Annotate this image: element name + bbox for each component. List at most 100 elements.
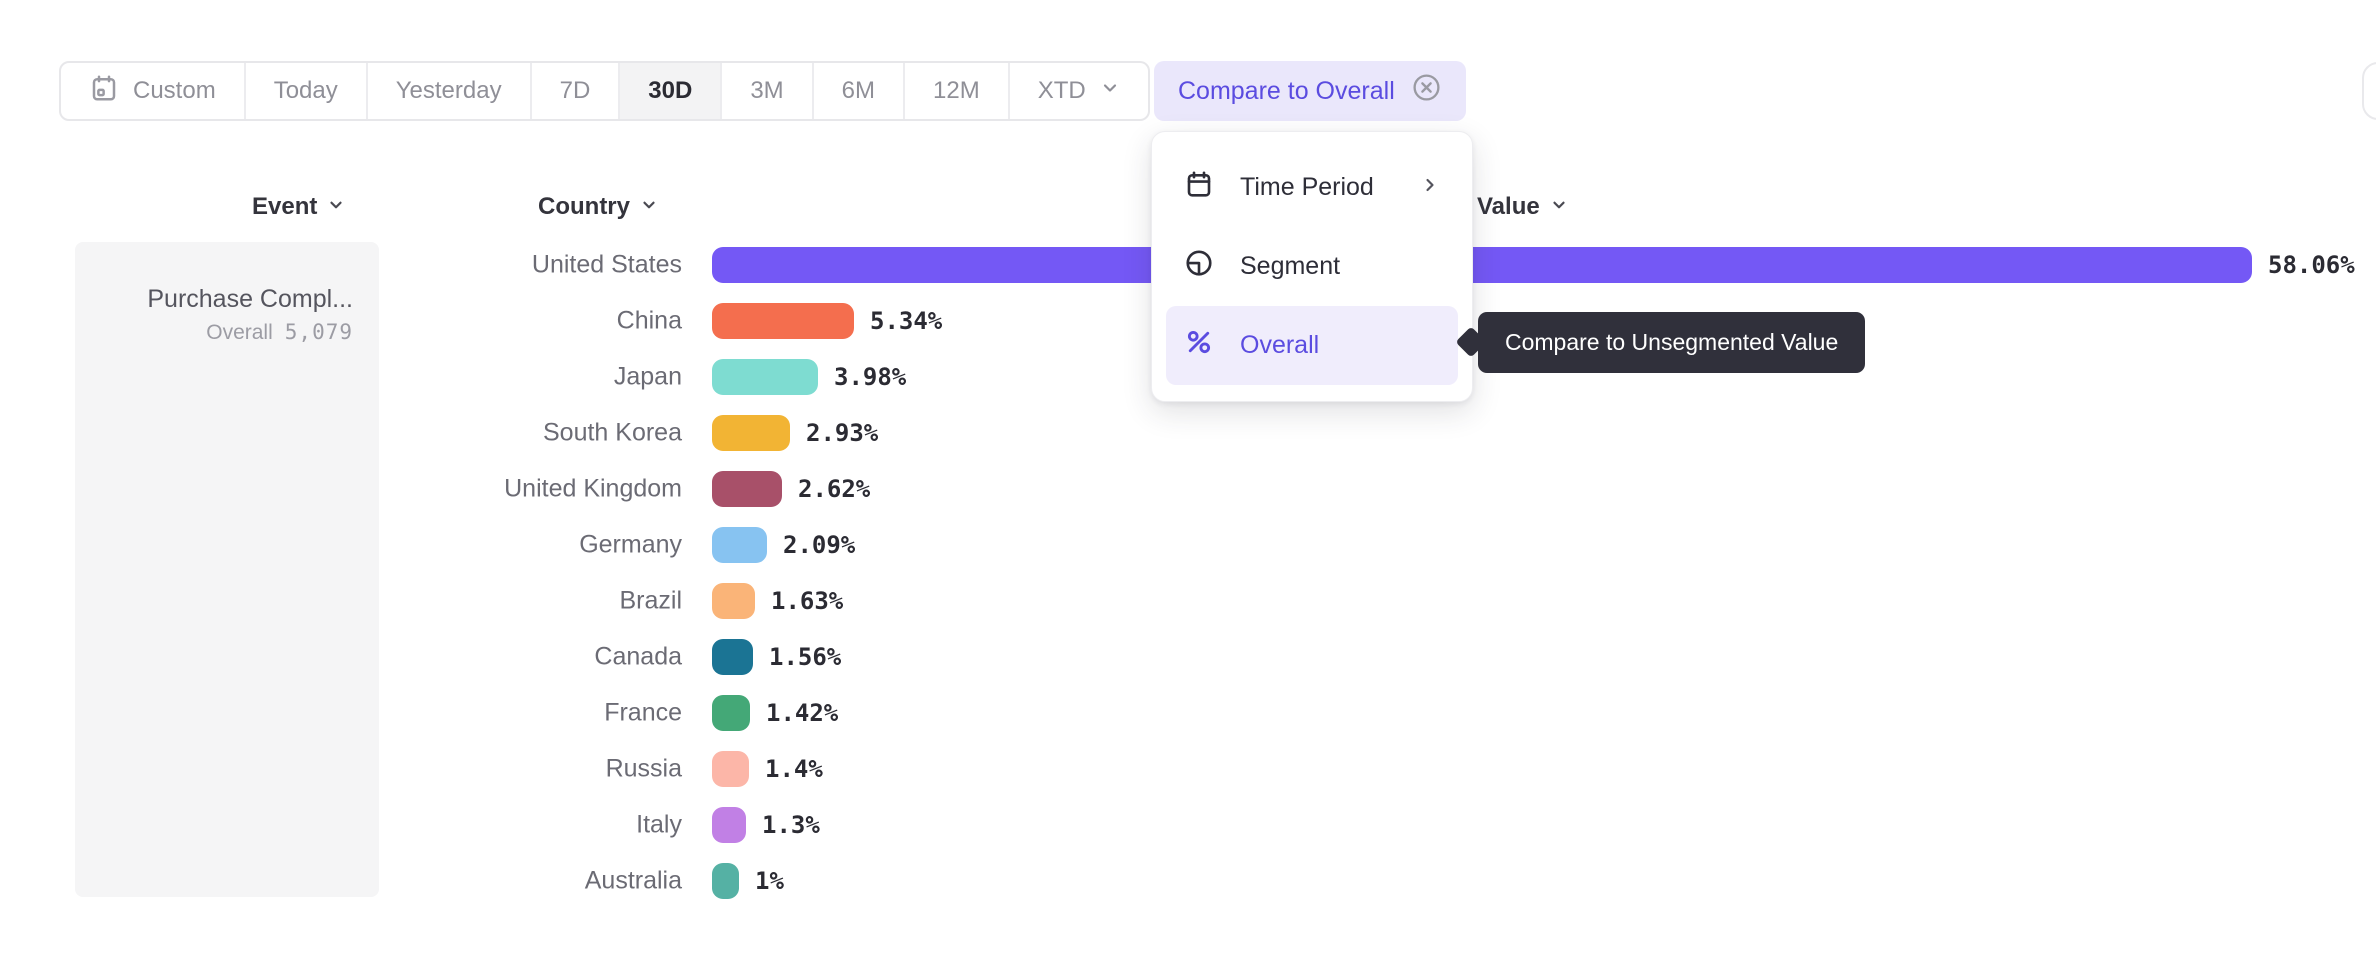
button-label: Yesterday <box>395 77 502 104</box>
clipped-edge-button <box>2362 62 2376 120</box>
chart-row: United States 58.06% <box>0 237 2376 293</box>
value-bar[interactable] <box>712 527 767 563</box>
country-label: South Korea <box>543 418 682 447</box>
chevron-down-icon <box>1100 77 1120 105</box>
chart-row: Australia 1% <box>0 853 2376 909</box>
value-bar[interactable] <box>712 695 750 731</box>
event-overall-row: Overall 5,079 <box>85 320 353 345</box>
overall-value: 5,079 <box>284 320 353 344</box>
value-bar[interactable] <box>712 583 755 619</box>
date-range-toolbar: Custom Today Yesterday 7D 30D 3M 6M 12M … <box>59 61 1150 121</box>
country-label: Russia <box>605 754 682 783</box>
chart-row: Japan 3.98% <box>0 349 2376 405</box>
chevron-down-icon <box>1550 193 1568 221</box>
value-label: 1% <box>755 867 784 895</box>
segment-icon <box>1184 248 1214 285</box>
value-label: 1.63% <box>771 587 844 615</box>
date-range-6m-button[interactable]: 6M <box>814 63 905 119</box>
column-header-label: Value <box>1477 193 1540 220</box>
menu-item-segment[interactable]: Segment <box>1166 227 1458 306</box>
chart-row: United Kingdom 2.62% <box>0 461 2376 517</box>
value-label: 1.4% <box>765 755 823 783</box>
chart-row: Italy 1.3% <box>0 797 2376 853</box>
column-header-label: Country <box>538 193 630 220</box>
date-range-xtd-button[interactable]: XTD <box>1010 63 1148 119</box>
chart-row: France 1.42% <box>0 685 2376 741</box>
country-label: China <box>616 306 682 335</box>
chevron-down-icon <box>327 193 345 221</box>
menu-item-label: Overall <box>1240 331 1320 359</box>
date-range-today-button[interactable]: Today <box>246 63 368 119</box>
chart-row: Canada 1.56% <box>0 629 2376 685</box>
value-bar[interactable] <box>712 863 739 899</box>
button-label: Today <box>273 77 338 104</box>
value-bar[interactable] <box>712 415 790 451</box>
chart-row: South Korea 2.93% <box>0 405 2376 461</box>
value-label: 2.09% <box>783 531 856 559</box>
tooltip: Compare to Unsegmented Value <box>1478 312 1866 373</box>
chevron-right-icon <box>1420 173 1440 202</box>
button-label: 3M <box>750 77 784 104</box>
column-header-value[interactable]: Value <box>1477 192 1568 222</box>
value-bar[interactable] <box>712 751 749 787</box>
value-bar[interactable] <box>712 639 753 675</box>
column-header-label: Event <box>252 193 318 220</box>
date-range-7d-button[interactable]: 7D <box>532 63 621 119</box>
column-header-event[interactable]: Event <box>252 192 345 222</box>
value-label: 2.93% <box>806 419 879 447</box>
percent-icon <box>1184 327 1214 364</box>
chart-row: Brazil 1.63% <box>0 573 2376 629</box>
value-bar[interactable] <box>712 247 2252 283</box>
country-label: Japan <box>613 362 682 391</box>
value-bar[interactable] <box>712 471 782 507</box>
date-range-yesterday-button[interactable]: Yesterday <box>368 63 532 119</box>
date-range-30d-button[interactable]: 30D <box>620 63 723 119</box>
event-card[interactable]: Purchase Compl... Overall 5,079 <box>75 242 379 897</box>
menu-item-label: Segment <box>1240 252 1341 280</box>
value-label: 58.06% <box>2268 251 2355 279</box>
date-range-3m-button[interactable]: 3M <box>722 63 814 119</box>
chart-row: Russia 1.4% <box>0 741 2376 797</box>
button-label: 30D <box>648 77 693 104</box>
chevron-down-icon <box>640 193 658 221</box>
country-label: Australia <box>584 866 682 895</box>
country-label: Brazil <box>619 586 682 615</box>
button-label: 7D <box>559 77 591 104</box>
value-bar[interactable] <box>712 359 818 395</box>
country-label: Italy <box>636 810 682 839</box>
chart-row: Germany 2.09% <box>0 517 2376 573</box>
event-title: Purchase Compl... <box>147 285 353 313</box>
menu-item-overall[interactable]: Overall <box>1166 306 1458 385</box>
country-label: France <box>604 698 682 727</box>
value-label: 1.42% <box>766 699 839 727</box>
value-bar[interactable] <box>712 303 854 339</box>
value-label: 5.34% <box>870 307 943 335</box>
calendar-icon <box>89 73 119 110</box>
country-label: United Kingdom <box>504 474 682 503</box>
value-label: 2.62% <box>798 475 871 503</box>
button-label: XTD <box>1037 77 1086 104</box>
button-label: 6M <box>841 77 875 104</box>
country-label: Canada <box>594 642 682 671</box>
tooltip-text: Compare to Unsegmented Value <box>1505 329 1839 355</box>
country-label: Germany <box>579 530 682 559</box>
compare-to-overall-button[interactable]: Compare to Overall <box>1154 61 1466 121</box>
value-bar[interactable] <box>712 807 746 843</box>
chart-row: China 5.34% <box>0 293 2376 349</box>
button-label: 12M <box>933 77 980 104</box>
calendar-icon <box>1184 169 1214 206</box>
menu-item-time-period[interactable]: Time Period <box>1166 148 1458 227</box>
x-circle-icon[interactable] <box>1411 72 1442 110</box>
value-label: 1.56% <box>769 643 842 671</box>
date-range-custom-button[interactable]: Custom <box>61 63 246 119</box>
date-range-12m-button[interactable]: 12M <box>905 63 1010 119</box>
country-label: United States <box>531 250 682 279</box>
compare-dropdown-menu: Time Period Segment Overall <box>1151 131 1473 402</box>
value-label: 3.98% <box>834 363 907 391</box>
value-label: 1.3% <box>762 811 820 839</box>
compare-button-label: Compare to Overall <box>1178 76 1395 105</box>
column-header-country[interactable]: Country <box>538 192 658 222</box>
overall-label: Overall <box>206 321 273 344</box>
bar-chart: United States 58.06% China 5.34% Japan 3… <box>0 237 2376 909</box>
button-label: Custom <box>133 77 216 104</box>
